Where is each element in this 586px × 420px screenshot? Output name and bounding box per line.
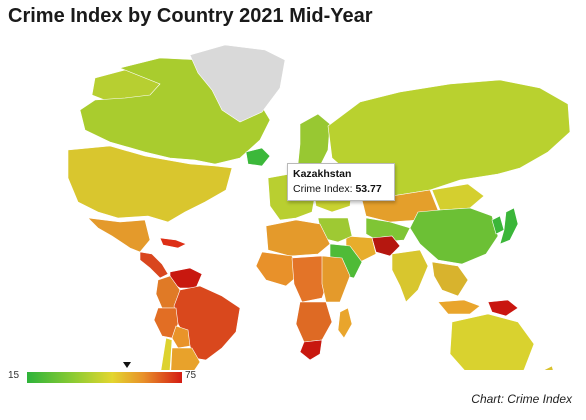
tooltip-line: Crime Index: 53.77 (293, 182, 389, 196)
legend-gradient (27, 372, 182, 383)
region[interactable] (449, 313, 535, 379)
chart-title: Crime Index by Country 2021 Mid-Year (8, 5, 373, 27)
map-tooltip: Kazakhstan Crime Index: 53.77 (287, 163, 395, 201)
region[interactable] (245, 147, 271, 167)
legend-max: 75 (185, 370, 197, 381)
region[interactable] (67, 145, 233, 223)
region[interactable] (409, 207, 499, 265)
region[interactable] (255, 251, 301, 287)
region[interactable] (265, 219, 331, 257)
region[interactable] (437, 299, 481, 315)
region[interactable] (295, 301, 333, 343)
tooltip-value: 53.77 (355, 183, 382, 195)
legend-marker (123, 362, 132, 368)
region[interactable] (321, 255, 351, 303)
region[interactable] (539, 365, 557, 397)
region[interactable] (189, 44, 286, 123)
region[interactable] (431, 261, 469, 297)
region[interactable] (431, 183, 485, 211)
region[interactable] (139, 251, 169, 279)
tooltip-country: Kazakhstan (293, 168, 352, 180)
region[interactable] (299, 339, 323, 361)
region[interactable] (337, 307, 353, 339)
world-map-svg[interactable] (0, 40, 586, 417)
region[interactable] (499, 207, 519, 245)
region[interactable] (87, 217, 151, 253)
color-legend: 15 75 (8, 362, 208, 392)
region[interactable] (487, 299, 519, 317)
region[interactable] (171, 325, 191, 349)
region[interactable] (365, 217, 411, 243)
region[interactable] (159, 237, 187, 249)
tooltip-label: Crime Index: (293, 183, 353, 195)
chart-credit: Chart: Crime Index (471, 392, 572, 406)
region[interactable] (391, 249, 429, 303)
legend-min: 15 (8, 370, 20, 381)
world-map[interactable] (0, 40, 586, 417)
region[interactable] (371, 235, 401, 257)
